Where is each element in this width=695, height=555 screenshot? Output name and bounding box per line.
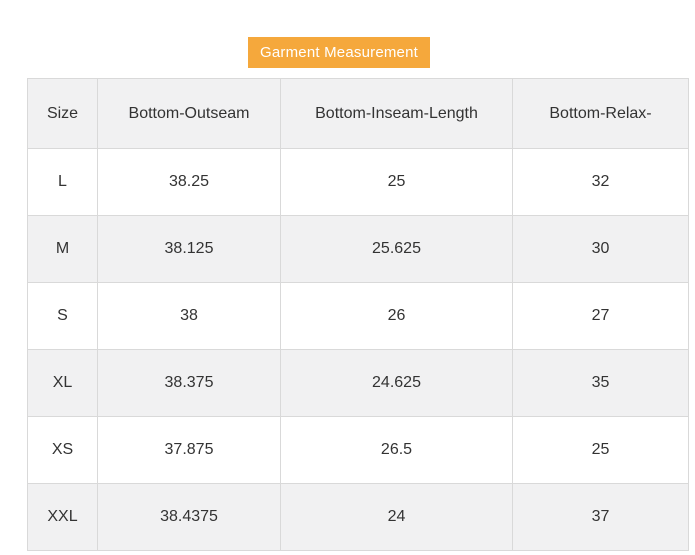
table-row-m: M 38.125 25.625 30 (27, 215, 689, 283)
measurement-cell: 37.875 (97, 416, 281, 484)
column-header-bottom-outseam: Bottom-Outseam (97, 78, 281, 149)
size-cell: XL (27, 349, 98, 417)
column-header-bottom-inseam-length: Bottom-Inseam-Length (280, 78, 513, 149)
table-row-xs: XS 37.875 26.5 25 (27, 416, 689, 484)
table-row-s: S 38 26 27 (27, 282, 689, 350)
measurement-cell: 25.625 (280, 215, 513, 283)
garment-measurement-tab[interactable]: Garment Measurement (248, 37, 430, 68)
measurement-cell: 35 (512, 349, 689, 417)
column-header-size: Size (27, 78, 98, 149)
measurement-cell: 38.25 (97, 148, 281, 216)
measurement-cell: 24 (280, 483, 513, 551)
measurement-cell: 37 (512, 483, 689, 551)
table-row-xxl: XXL 38.4375 24 37 (27, 483, 689, 551)
size-cell: XS (27, 416, 98, 484)
size-cell: L (27, 148, 98, 216)
measurement-cell: 32 (512, 148, 689, 216)
column-header-bottom-relax: Bottom-Relax- (512, 78, 689, 149)
measurement-cell: 24.625 (280, 349, 513, 417)
measurement-cell: 38.4375 (97, 483, 281, 551)
measurement-cell: 30 (512, 215, 689, 283)
measurement-cell: 38.375 (97, 349, 281, 417)
measurement-cell: 26 (280, 282, 513, 350)
measurement-cell: 27 (512, 282, 689, 350)
table-row-xl: XL 38.375 24.625 35 (27, 349, 689, 417)
measurement-cell: 25 (512, 416, 689, 484)
table-header-row: Size Bottom-Outseam Bottom-Inseam-Length… (27, 78, 689, 149)
measurement-cell: 38 (97, 282, 281, 350)
garment-measurement-table: Size Bottom-Outseam Bottom-Inseam-Length… (27, 78, 689, 551)
size-cell: XXL (27, 483, 98, 551)
measurement-cell: 26.5 (280, 416, 513, 484)
table-row-l: L 38.25 25 32 (27, 148, 689, 216)
measurement-cell: 38.125 (97, 215, 281, 283)
size-cell: M (27, 215, 98, 283)
measurement-cell: 25 (280, 148, 513, 216)
size-table-container: Size Bottom-Outseam Bottom-Inseam-Length… (27, 78, 689, 551)
size-cell: S (27, 282, 98, 350)
